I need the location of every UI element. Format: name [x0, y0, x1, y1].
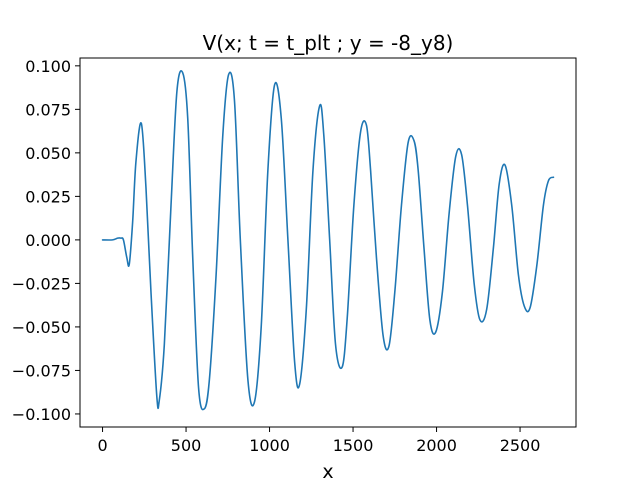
y-tick-label: −0.050 [12, 318, 71, 337]
x-tick-label: 500 [171, 436, 202, 455]
y-tick-label: 0.100 [25, 57, 71, 76]
chart-title: V(x; t = t_plt ; y = -8_y8) [203, 31, 454, 55]
y-tick-label: 0.075 [25, 100, 71, 119]
y-tick-label: −0.075 [12, 361, 71, 380]
y-tick-label: 0.025 [25, 187, 71, 206]
x-tick-label: 2500 [500, 436, 541, 455]
y-tick-label: −0.025 [12, 274, 71, 293]
plot-frame [79, 57, 577, 428]
y-tick-label: −0.100 [12, 405, 71, 424]
y-tick-label: 0.050 [25, 144, 71, 163]
x-axis-label: x [322, 461, 333, 480]
y-tick-label: 0.000 [25, 231, 71, 250]
x-tick-label: 1000 [249, 436, 290, 455]
series-line-0 [101, 70, 555, 411]
x-tick-label: 2000 [416, 436, 457, 455]
x-tick-label: 0 [97, 436, 107, 455]
x-tick-label: 1500 [333, 436, 374, 455]
